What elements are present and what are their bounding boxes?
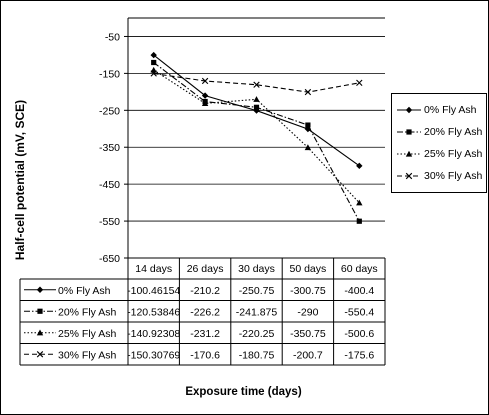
table-cell-value: -140.92308 — [127, 328, 180, 340]
data-point — [150, 51, 157, 59]
legend-label: 30% Fly Ash — [424, 170, 483, 182]
legend-swatch — [397, 129, 421, 135]
legend-item: 30% Fly Ash — [396, 168, 482, 184]
table-cell-value: -550.4 — [344, 306, 374, 318]
table-cell-value: -250.75 — [239, 285, 275, 297]
y-tick-label: -550 — [99, 216, 120, 228]
data-point — [304, 144, 312, 151]
legend-label: 0% Fly Ash — [424, 104, 477, 116]
y-tick-label: -50 — [105, 31, 120, 43]
legend-swatch — [397, 172, 421, 180]
series-line — [153, 72, 360, 93]
series-line — [153, 69, 360, 204]
data-point — [201, 92, 209, 99]
legend-item: 20% Fly Ash — [396, 124, 482, 140]
data-point — [151, 59, 157, 66]
table-cell-value: -170.6 — [190, 349, 220, 361]
data-point — [356, 79, 363, 87]
x-tick-label: 26 days — [187, 263, 224, 275]
table-cell-value: -400.4 — [344, 285, 374, 297]
y-tick-label: -650 — [99, 253, 120, 265]
data-point — [356, 199, 363, 206]
legend-swatch — [397, 106, 421, 114]
table-legend-marker — [36, 286, 44, 293]
data-point — [253, 81, 260, 88]
y-tick-label: -250 — [99, 105, 120, 117]
table-cell-value: -290 — [297, 306, 318, 318]
y-tick-label: -350 — [99, 142, 120, 154]
data-point — [150, 70, 157, 77]
data-point — [201, 100, 209, 106]
legend-marker — [405, 106, 413, 114]
x-axis-label: Exposure time (days) — [185, 386, 302, 398]
table-cell-value: -231.2 — [190, 328, 220, 340]
table-cell-value: -210.2 — [190, 285, 220, 297]
table-series-name: 25% Fly Ash — [58, 328, 117, 340]
legend: 0% Fly Ash 20% Fly Ash 25% Fly Ash 30% Fly … — [391, 93, 487, 193]
legend-item: 0% Fly Ash — [396, 102, 477, 118]
table-legend-marker — [36, 329, 44, 336]
data-point — [356, 218, 362, 224]
x-tick-label: 60 days — [341, 263, 378, 275]
y-axis-label: Half-cell potential (mV, SCE) — [13, 99, 27, 261]
y-tick-label: -150 — [99, 68, 120, 80]
table-cell-value: -300.75 — [290, 285, 326, 297]
table-cell-value: -200.7 — [293, 349, 323, 361]
table-cell-value: -175.6 — [344, 349, 374, 361]
legend-swatch — [397, 150, 421, 157]
table-cell-value: -120.53846 — [127, 306, 180, 318]
data-point — [253, 96, 260, 102]
table-legend-marker — [37, 308, 43, 314]
x-tick-label: 50 days — [290, 263, 327, 275]
legend-item: 25% Fly Ash — [396, 146, 482, 162]
legend-marker — [406, 129, 412, 135]
legend-marker — [405, 172, 413, 180]
legend-marker — [405, 150, 413, 157]
series-line — [153, 62, 360, 222]
table-cell-value: -220.25 — [239, 328, 275, 340]
legend-label: 25% Fly Ash — [424, 148, 483, 160]
table-cell-value: -226.2 — [190, 306, 220, 318]
table-cell-value: -350.75 — [290, 328, 326, 340]
y-tick-label: -450 — [99, 179, 120, 191]
x-tick-label: 14 days — [135, 263, 172, 275]
x-tick-label: 30 days — [238, 263, 275, 275]
table-series-name: 20% Fly Ash — [58, 306, 117, 318]
data-point — [201, 77, 209, 85]
table-series-name: 0% Fly Ash — [58, 285, 111, 297]
data-point — [356, 162, 363, 170]
table-cell-value: -180.75 — [239, 349, 275, 361]
legend-label: 20% Fly Ash — [424, 126, 483, 138]
table-cell-value: -150.30769 — [127, 349, 180, 361]
table-cell-value: -500.6 — [344, 328, 374, 340]
table-legend-marker — [36, 351, 44, 358]
data-point — [305, 122, 311, 128]
table-series-name: 30% Fly Ash — [58, 349, 117, 361]
table-cell-value: -100.46154 — [127, 285, 180, 297]
data-point — [253, 104, 260, 110]
table-cell-value: -241.875 — [236, 306, 278, 318]
data-point — [304, 88, 312, 96]
